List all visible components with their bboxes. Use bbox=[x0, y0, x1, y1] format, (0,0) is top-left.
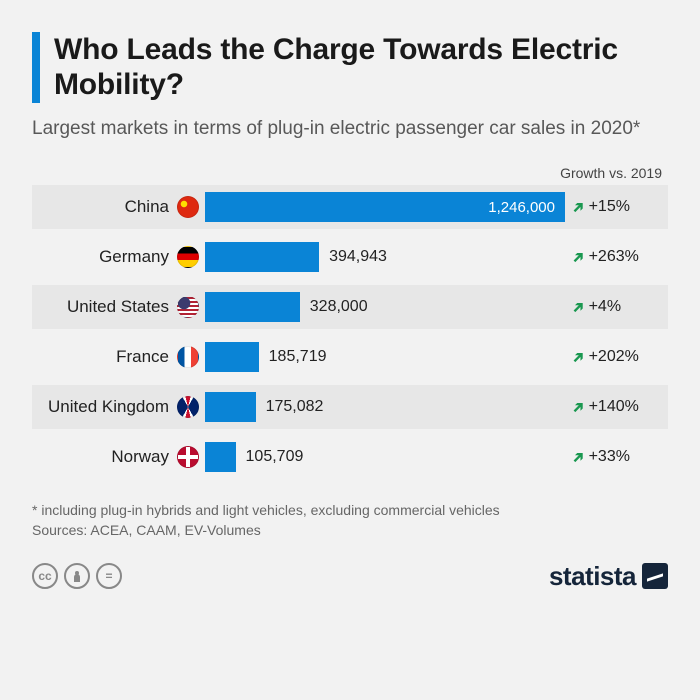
bar bbox=[205, 442, 236, 472]
country-label: France bbox=[32, 347, 177, 367]
cc-icon: cc bbox=[32, 563, 58, 589]
bar-zone: 328,000 bbox=[205, 285, 568, 329]
brand-text: statista bbox=[549, 561, 636, 592]
flag-icon bbox=[177, 396, 199, 418]
growth-arrow-icon: ➔ bbox=[567, 247, 589, 269]
growth-arrow-icon: ➔ bbox=[567, 297, 589, 319]
footer: cc = statista bbox=[32, 561, 668, 592]
bar-value: 105,709 bbox=[246, 448, 304, 466]
flag-icon bbox=[177, 246, 199, 268]
bar-value: 185,719 bbox=[269, 348, 327, 366]
growth-value: +33% bbox=[589, 448, 630, 466]
bar bbox=[205, 392, 256, 422]
growth-value: +4% bbox=[589, 298, 621, 316]
bar-chart: Growth vs. 2019 China1,246,000➔+15%Germa… bbox=[32, 165, 668, 479]
bar bbox=[205, 242, 319, 272]
bar-zone: 175,082 bbox=[205, 385, 568, 429]
country-label: Germany bbox=[32, 247, 177, 267]
footnote-line: * including plug-in hybrids and light ve… bbox=[32, 501, 668, 521]
chart-row: Germany 394,943 ➔+263% bbox=[32, 235, 668, 279]
cc-badges: cc = bbox=[32, 563, 122, 589]
page-title: Who Leads the Charge Towards Electric Mo… bbox=[54, 32, 668, 103]
growth-value: +202% bbox=[589, 348, 639, 366]
bar bbox=[205, 342, 259, 372]
bar-zone: 105,709 bbox=[205, 435, 568, 479]
flag-icon bbox=[177, 446, 199, 468]
growth-cell: ➔+15% bbox=[568, 198, 668, 216]
by-icon bbox=[64, 563, 90, 589]
header: Who Leads the Charge Towards Electric Mo… bbox=[32, 32, 668, 103]
chart-row: United States 328,000 ➔+4% bbox=[32, 285, 668, 329]
growth-cell: ➔+202% bbox=[568, 348, 668, 366]
growth-arrow-icon: ➔ bbox=[567, 197, 589, 219]
growth-value: +140% bbox=[589, 398, 639, 416]
growth-cell: ➔+33% bbox=[568, 448, 668, 466]
brand-mark-icon bbox=[642, 563, 668, 589]
footnote: * including plug-in hybrids and light ve… bbox=[32, 501, 668, 540]
chart-row: China 1,246,000 ➔+15% bbox=[32, 185, 668, 229]
country-label: Norway bbox=[32, 447, 177, 467]
bar bbox=[205, 292, 300, 322]
flag-icon bbox=[177, 196, 199, 218]
bar-zone: 394,943 bbox=[205, 235, 568, 279]
growth-arrow-icon: ➔ bbox=[567, 397, 589, 419]
chart-row: Norway 105,709 ➔+33% bbox=[32, 435, 668, 479]
country-label: China bbox=[32, 197, 177, 217]
chart-row: United Kingdom 175,082 ➔+140% bbox=[32, 385, 668, 429]
bar-zone: 185,719 bbox=[205, 335, 568, 379]
brand: statista bbox=[549, 561, 668, 592]
growth-value: +263% bbox=[589, 248, 639, 266]
bar-value: 175,082 bbox=[266, 398, 324, 416]
growth-cell: ➔+4% bbox=[568, 298, 668, 316]
bar-value: 1,246,000 bbox=[488, 199, 555, 216]
growth-arrow-icon: ➔ bbox=[567, 447, 589, 469]
growth-cell: ➔+140% bbox=[568, 398, 668, 416]
bar: 1,246,000 bbox=[205, 192, 565, 222]
bar-value: 328,000 bbox=[310, 298, 368, 316]
bar-value: 394,943 bbox=[329, 248, 387, 266]
flag-icon bbox=[177, 296, 199, 318]
accent-bar bbox=[32, 32, 40, 103]
growth-header: Growth vs. 2019 bbox=[32, 165, 668, 181]
growth-arrow-icon: ➔ bbox=[567, 347, 589, 369]
country-label: United Kingdom bbox=[32, 397, 177, 417]
subtitle: Largest markets in terms of plug-in elec… bbox=[32, 117, 668, 142]
nd-icon: = bbox=[96, 563, 122, 589]
bar-zone: 1,246,000 bbox=[205, 185, 568, 229]
footnote-line: Sources: ACEA, CAAM, EV-Volumes bbox=[32, 521, 668, 541]
chart-row: France 185,719 ➔+202% bbox=[32, 335, 668, 379]
country-label: United States bbox=[32, 297, 177, 317]
growth-cell: ➔+263% bbox=[568, 248, 668, 266]
growth-value: +15% bbox=[589, 198, 630, 216]
flag-icon bbox=[177, 346, 199, 368]
